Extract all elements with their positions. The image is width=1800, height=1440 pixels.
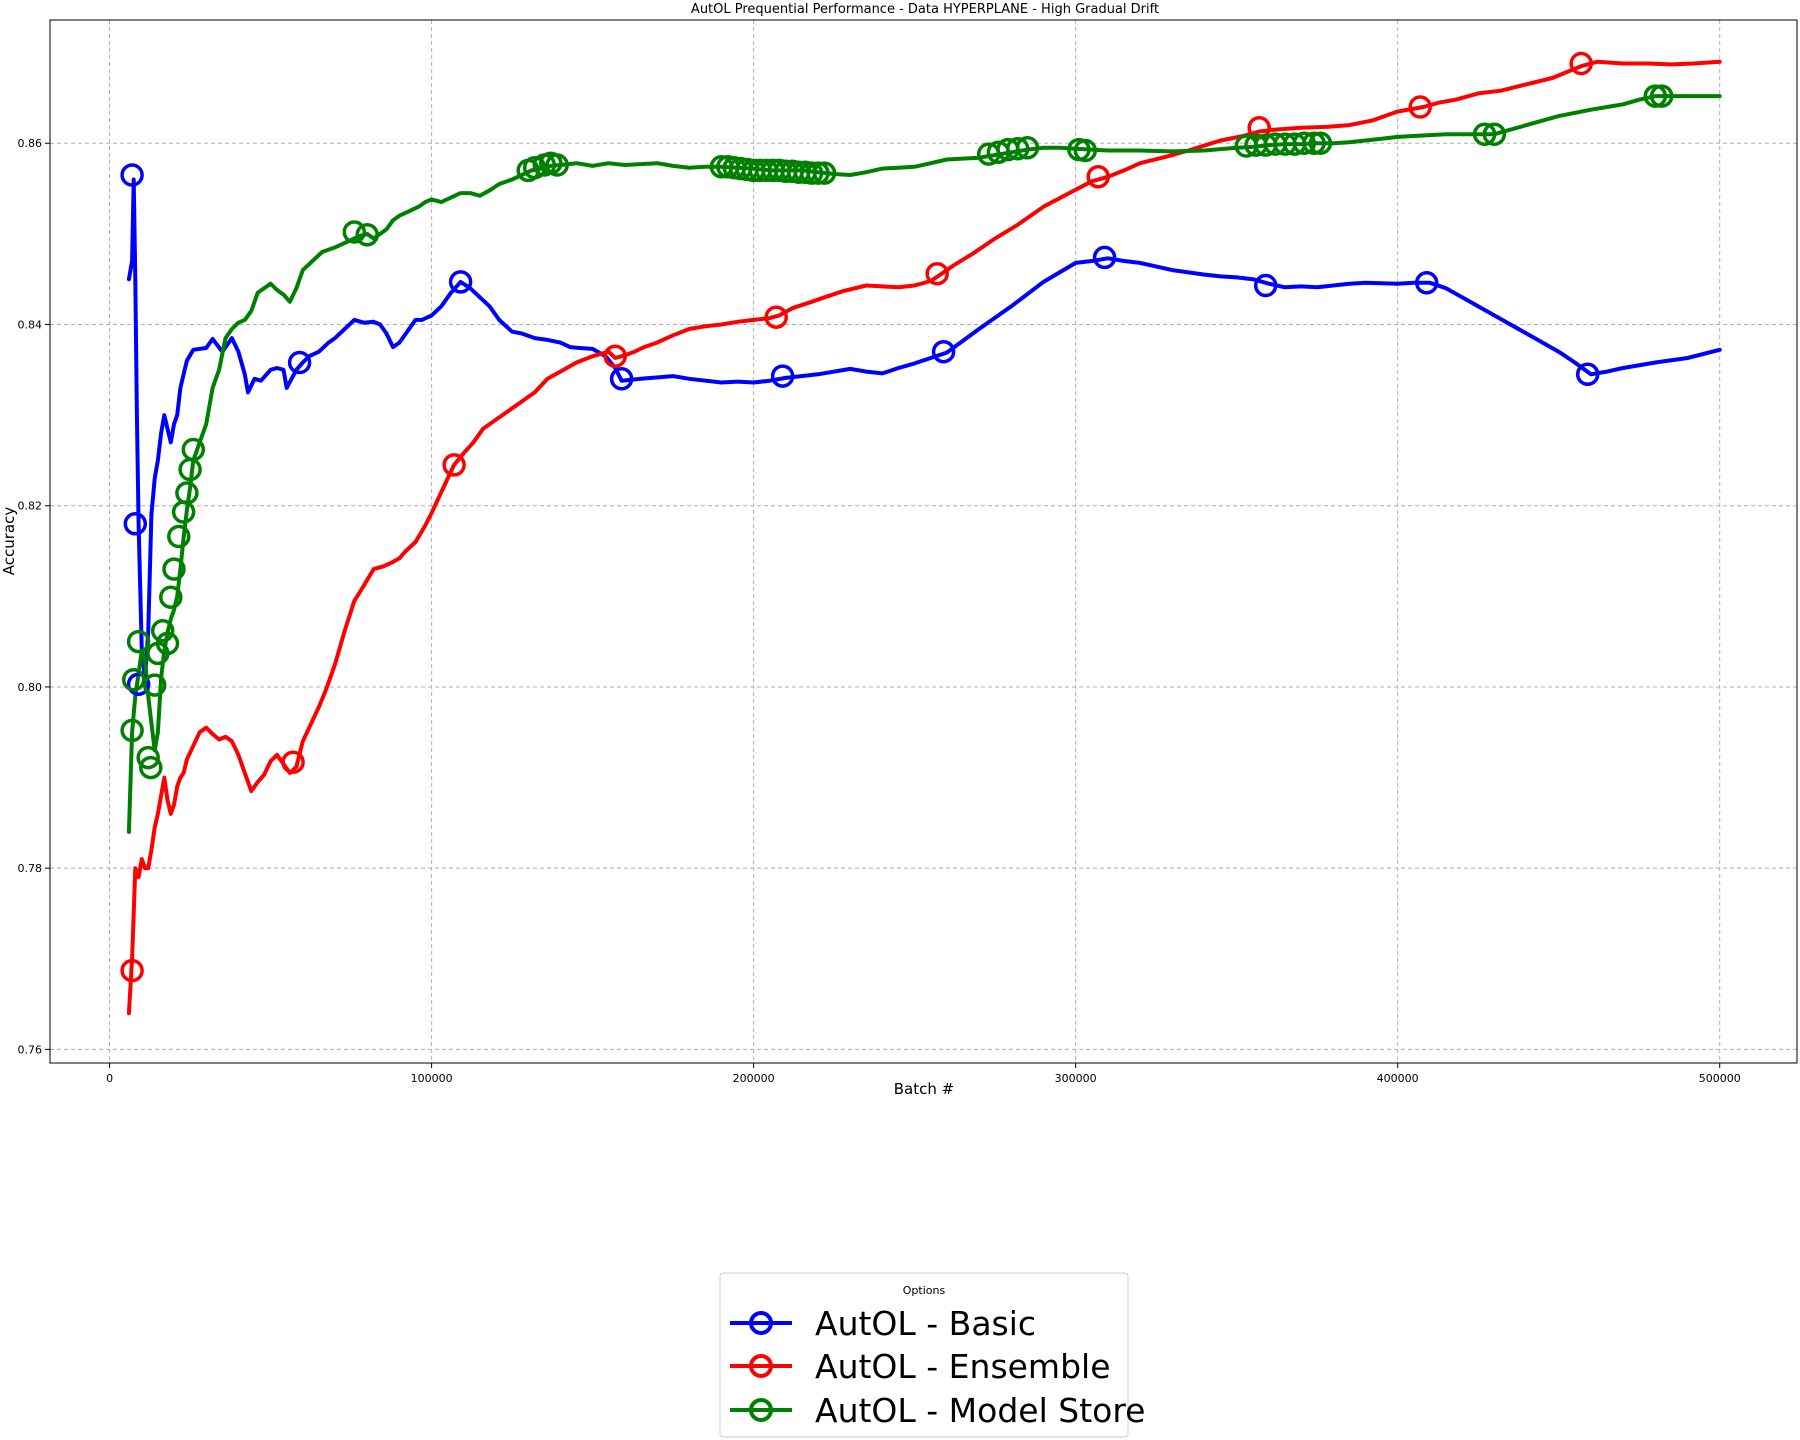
marker-autol-basic — [1414, 271, 1439, 295]
x-tick-label: 500000 — [1699, 1072, 1741, 1085]
marker-autol-model-store — [1472, 122, 1497, 146]
marker-autol-model-store — [136, 745, 160, 770]
legend-marker-model-store — [749, 1398, 773, 1422]
marker-autol-model-store — [1643, 84, 1668, 108]
legend-box — [719, 1272, 1129, 1438]
marker-autol-basic — [123, 512, 148, 536]
marker-autol-model-store — [545, 153, 569, 177]
marker-autol-model-store — [155, 631, 180, 656]
axis-ticks: 0 100000 200000 300000 400000 500000 0.76 0.78 0… — [18, 137, 1741, 1085]
marker-autol-basic — [1575, 362, 1600, 387]
marker-autol-basic — [287, 350, 312, 375]
marker-autol-model-store — [142, 673, 167, 697]
marker-autol-ensemble — [442, 453, 466, 477]
legend: Options AutOL - Basic AutOL - Ensemble A… — [719, 1272, 1145, 1438]
y-axis-label: Accuracy — [0, 507, 18, 576]
marker-autol-model-store — [1015, 136, 1040, 160]
legend-item-ensemble: AutOL - Ensemble — [730, 1347, 1111, 1386]
marker-autol-ensemble — [1408, 95, 1432, 119]
marker-autol-basic — [1092, 245, 1117, 270]
plot-frame — [49, 19, 1798, 1064]
legend-label-basic: AutOL - Basic — [815, 1304, 1036, 1343]
marker-autol-model-store — [1482, 122, 1507, 146]
marker-autol-basic — [609, 367, 634, 391]
series-markers — [120, 51, 1674, 983]
x-axis-label: Batch # — [894, 1080, 954, 1098]
series-lines — [126, 59, 1722, 1016]
series-line-autol-basic — [126, 177, 1722, 680]
gridlines — [50, 20, 1797, 1063]
legend-item-basic: AutOL - Basic — [730, 1304, 1036, 1343]
marker-autol-model-store — [355, 223, 379, 247]
marker-autol-model-store — [1073, 138, 1098, 163]
marker-autol-ensemble — [120, 958, 144, 983]
marker-autol-basic — [448, 270, 473, 294]
marker-autol-model-store — [121, 667, 146, 692]
marker-autol-model-store — [522, 155, 547, 180]
series-line-autol-model-store — [126, 94, 1722, 834]
marker-autol-model-store — [181, 437, 206, 462]
x-tick-label: 400000 — [1377, 1072, 1419, 1085]
marker-autol-model-store — [167, 524, 191, 549]
y-tick-label: 0.76 — [18, 1043, 43, 1056]
marker-autol-basic — [1253, 273, 1278, 298]
marker-autol-ensemble — [281, 750, 305, 774]
y-tick-label: 0.86 — [18, 137, 43, 150]
marker-autol-model-store — [171, 500, 196, 524]
marker-autol-model-store — [812, 161, 837, 185]
y-tick-label: 0.82 — [18, 500, 43, 513]
marker-autol-basic — [770, 364, 795, 388]
x-tick-label: 0 — [106, 1072, 113, 1085]
marker-autol-ensemble — [1086, 165, 1110, 189]
x-tick-label: 300000 — [1055, 1072, 1097, 1085]
legend-title: Options — [903, 1284, 946, 1297]
marker-autol-model-store — [159, 585, 183, 609]
marker-autol-basic — [931, 339, 956, 364]
marker-autol-basic — [120, 163, 144, 187]
legend-marker-basic — [749, 1311, 773, 1335]
marker-autol-model-store — [126, 629, 151, 654]
marker-autol-ensemble — [925, 261, 949, 286]
legend-label-model-store: AutOL - Model Store — [815, 1391, 1145, 1430]
marker-autol-model-store — [799, 161, 824, 185]
marker-autol-model-store — [806, 161, 830, 185]
marker-autol-basic — [126, 672, 151, 696]
y-tick-label: 0.78 — [18, 862, 43, 875]
legend-marker-ensemble — [749, 1354, 773, 1378]
marker-autol-ensemble — [1569, 51, 1593, 76]
legend-item-model-store: AutOL - Model Store — [730, 1391, 1145, 1430]
series-line-autol-ensemble — [126, 59, 1722, 1016]
y-tick-label: 0.84 — [18, 318, 43, 331]
x-tick-label: 200000 — [733, 1072, 775, 1085]
x-tick-label: 100000 — [411, 1072, 453, 1085]
marker-autol-model-store — [342, 220, 367, 244]
marker-autol-model-store — [150, 619, 175, 643]
marker-autol-ensemble — [764, 305, 788, 329]
marker-autol-ensemble — [603, 344, 627, 368]
marker-autol-model-store — [162, 557, 186, 581]
marker-autol-model-store — [1292, 131, 1317, 155]
chart-title: AutOL Prequential Performance - Data HYP… — [691, 2, 1159, 17]
marker-autol-model-store — [1005, 136, 1030, 161]
marker-autol-model-store — [175, 481, 199, 505]
y-tick-label: 0.80 — [18, 681, 43, 694]
legend-label-ensemble: AutOL - Ensemble — [815, 1347, 1111, 1386]
marker-autol-model-store — [120, 718, 144, 743]
marker-autol-model-store — [1302, 131, 1326, 155]
marker-autol-model-store — [1649, 84, 1674, 108]
marker-autol-model-store — [1308, 131, 1333, 155]
marker-autol-model-store — [139, 755, 163, 780]
